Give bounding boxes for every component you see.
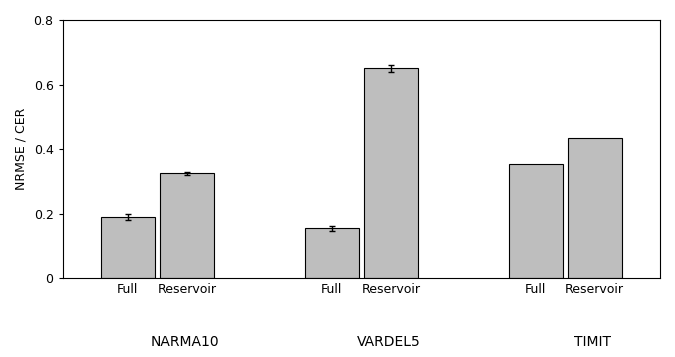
Bar (508, 164, 563, 278)
Bar (364, 69, 418, 278)
Bar (101, 217, 155, 278)
Text: TIMIT: TIMIT (574, 335, 611, 349)
Bar (304, 228, 359, 278)
Bar (568, 138, 622, 278)
Y-axis label: NRMSE / CER: NRMSE / CER (15, 108, 28, 190)
Text: NARMA10: NARMA10 (151, 335, 219, 349)
Bar (159, 174, 214, 278)
Text: VARDEL5: VARDEL5 (356, 335, 421, 349)
